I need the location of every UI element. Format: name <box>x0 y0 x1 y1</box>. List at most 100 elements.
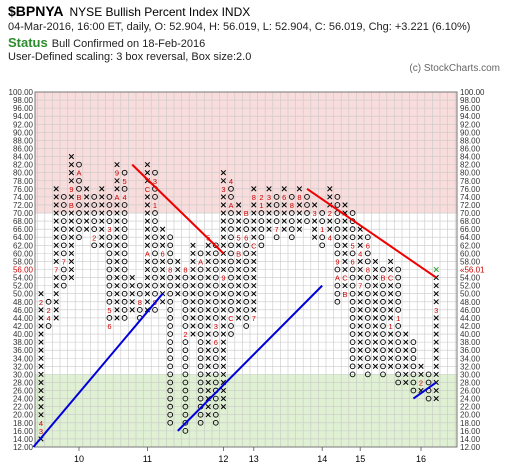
o-mark <box>334 242 341 249</box>
x-mark <box>190 323 196 329</box>
y-tick-label-left: 80.00 <box>13 169 34 178</box>
x-mark <box>235 242 242 248</box>
o-mark <box>364 355 371 362</box>
x-column: 34 2 <box>38 291 44 442</box>
o-mark <box>197 363 204 370</box>
x-mark <box>190 258 196 265</box>
o-mark <box>182 274 189 281</box>
y-tick-label-right: 68.00 <box>460 217 481 226</box>
x-mark <box>433 291 439 297</box>
o-column: 6B <box>243 209 250 329</box>
month-marker: 5 <box>123 177 127 186</box>
o-mark <box>182 282 189 289</box>
month-marker: 4 <box>123 193 127 202</box>
x-mark <box>53 226 59 232</box>
x-mark <box>129 307 135 313</box>
x-mark <box>342 250 348 257</box>
o-mark <box>60 202 67 208</box>
x-mark <box>372 299 379 305</box>
y-tick-label-right: 60.00 <box>460 249 481 258</box>
y-tick-label-left: 44.00 <box>13 314 34 323</box>
o-mark <box>212 379 219 386</box>
y-tick-label-left: 74.00 <box>13 193 34 202</box>
x-mark <box>251 274 257 281</box>
o-mark <box>197 290 204 297</box>
o-mark <box>76 185 82 192</box>
x-mark <box>38 291 44 297</box>
x-mark <box>266 210 272 216</box>
o-mark <box>152 242 158 249</box>
o-mark <box>60 242 67 249</box>
o-mark <box>60 274 67 281</box>
o-mark <box>395 339 402 345</box>
year-label: 11 <box>143 454 152 464</box>
x-mark <box>38 412 44 418</box>
x-mark <box>357 323 363 329</box>
o-mark <box>91 218 98 224</box>
o-mark <box>364 258 371 265</box>
o-mark <box>212 371 219 378</box>
o-mark <box>395 331 402 337</box>
x-mark <box>220 178 227 184</box>
x-mark <box>266 202 272 208</box>
x-mark <box>205 387 211 394</box>
x-mark <box>159 282 166 289</box>
x-mark <box>251 250 257 257</box>
o-column: 7 <box>60 194 67 289</box>
y-tick-label-right: 72.00 <box>460 201 481 210</box>
year-label: 16 <box>416 454 426 464</box>
x-mark <box>114 218 120 224</box>
o-mark <box>380 355 386 362</box>
y-tick-label-left: 18.00 <box>13 419 34 428</box>
o-mark <box>197 419 204 426</box>
x-mark <box>357 339 363 345</box>
o-column: 2 <box>91 194 98 249</box>
o-mark <box>106 266 113 273</box>
o-mark <box>410 355 417 362</box>
o-mark <box>364 315 371 321</box>
o-mark <box>106 218 113 224</box>
x-mark <box>220 282 227 289</box>
o-mark <box>319 218 326 224</box>
x-mark <box>357 331 363 337</box>
x-mark <box>403 363 409 369</box>
x-mark <box>99 218 105 224</box>
o-mark <box>152 266 158 273</box>
x-column: 3 <box>311 202 318 240</box>
o-mark <box>364 282 371 289</box>
x-mark <box>53 194 59 200</box>
x-mark <box>296 226 303 232</box>
x-mark <box>38 347 44 353</box>
x-mark <box>220 299 227 305</box>
x-mark <box>266 226 272 232</box>
x-mark <box>53 234 59 240</box>
o-mark <box>380 323 386 329</box>
resistance-trend-line <box>306 187 437 279</box>
o-mark <box>212 347 219 354</box>
x-mark <box>144 226 151 232</box>
o-mark <box>349 331 356 337</box>
x-mark <box>129 282 135 289</box>
x-mark <box>433 371 439 378</box>
o-mark <box>410 379 417 386</box>
x-mark <box>251 299 257 305</box>
y-tick-label-right: 90.00 <box>460 128 481 137</box>
x-mark <box>266 186 272 192</box>
x-mark <box>281 218 287 224</box>
x-mark <box>53 274 59 281</box>
x-mark <box>83 218 90 224</box>
x-mark <box>99 242 105 248</box>
x-mark <box>220 218 227 224</box>
o-mark <box>212 266 219 273</box>
o-mark <box>106 202 113 208</box>
o-mark <box>288 210 295 216</box>
x-column: A9 <box>114 161 120 321</box>
y-tick-label-left: 86.00 <box>13 144 34 153</box>
o-mark <box>319 234 326 241</box>
x-mark <box>433 347 439 353</box>
y-tick-label-left: 14.00 <box>13 435 34 444</box>
month-marker: 2 <box>39 298 43 307</box>
y-tick-label-left: 78.00 <box>13 177 34 186</box>
x-mark <box>433 331 439 337</box>
